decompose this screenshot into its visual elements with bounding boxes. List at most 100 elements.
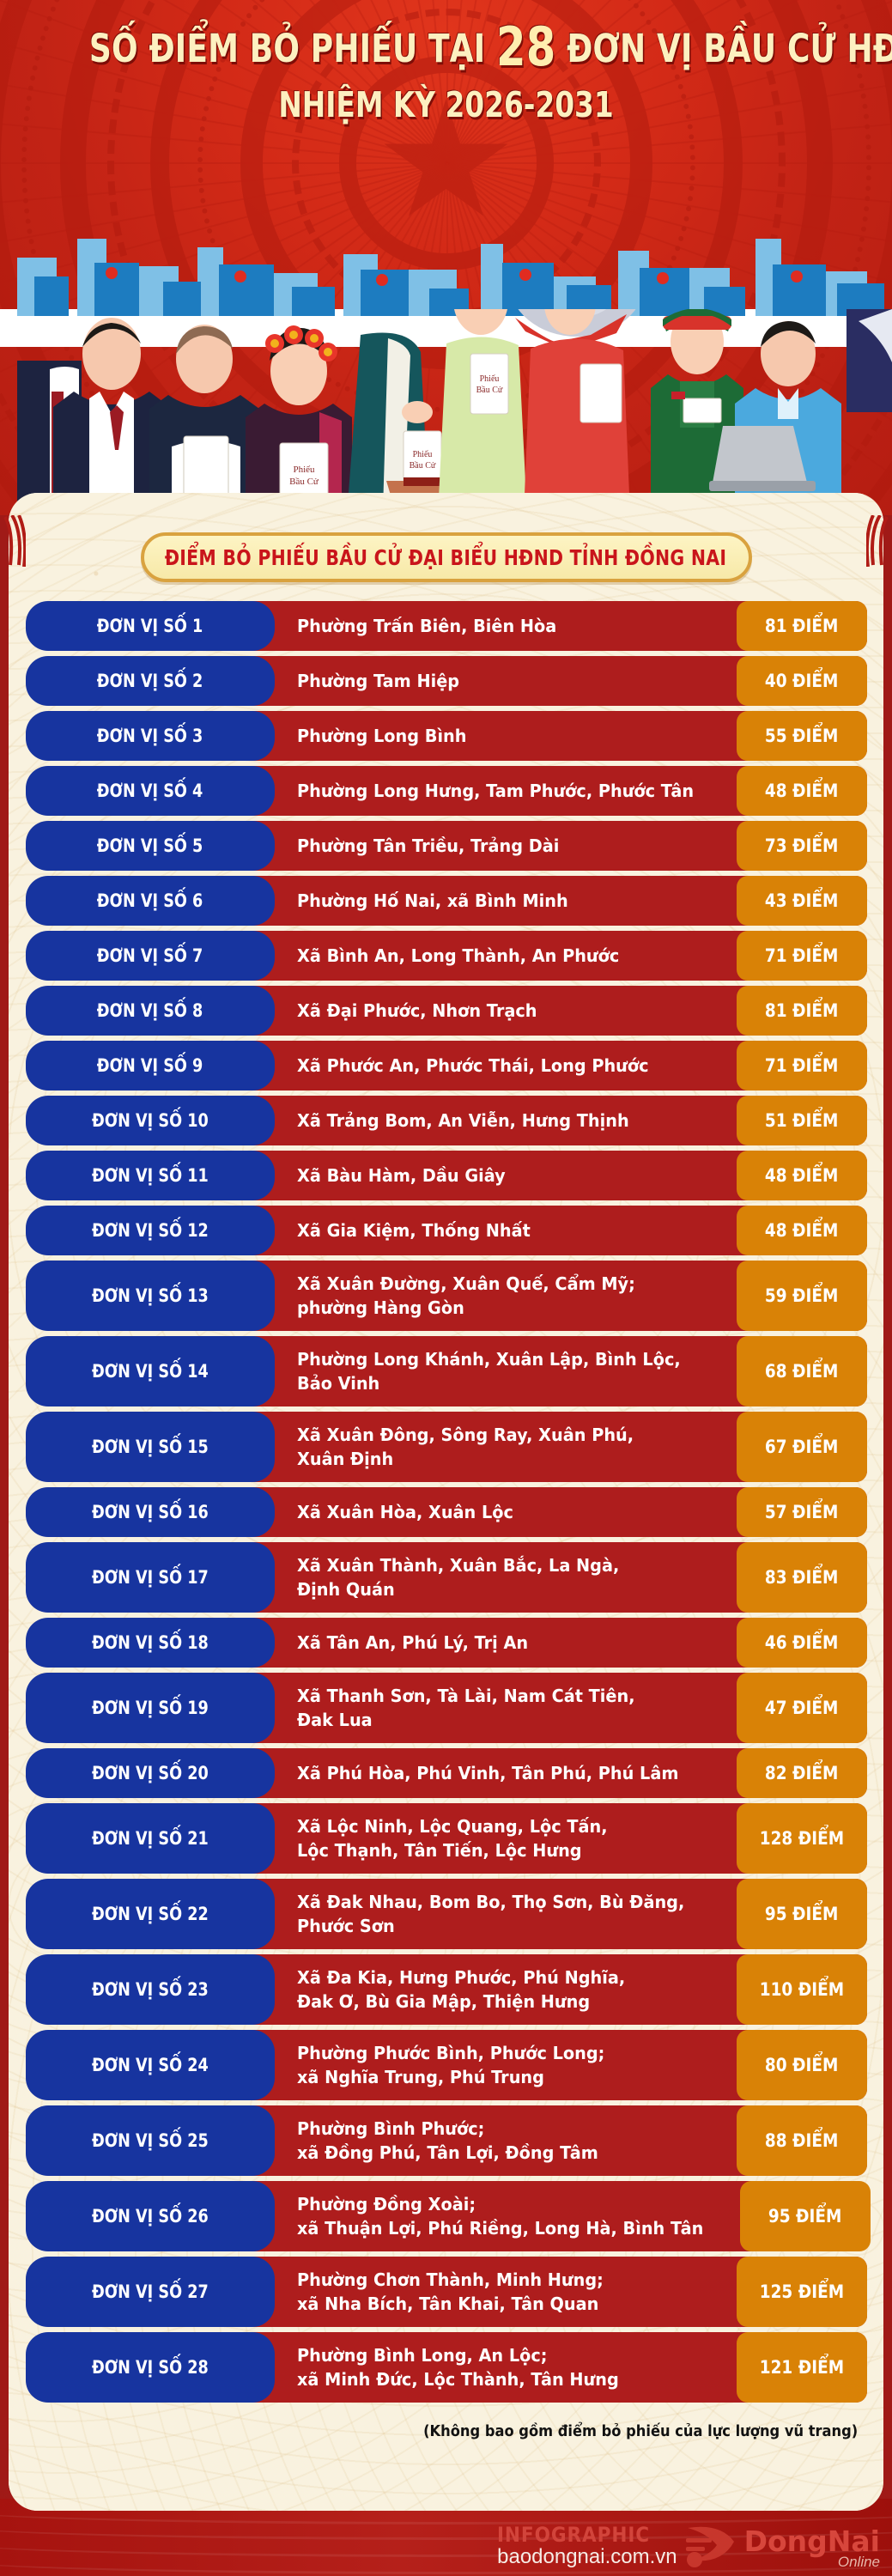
table-row: ĐƠN VỊ SỐ 15 Xã Xuân Đông, Sông Ray, Xuân…: [26, 1412, 867, 1482]
unit-badge[interactable]: ĐƠN VỊ SỐ 8: [26, 986, 275, 1036]
title-number: 28: [496, 15, 556, 78]
unit-description: Phường Bình Long, An Lộc; xã Minh Đức, Lộ…: [275, 2332, 737, 2403]
page-title: SỐ ĐIỂM BỎ PHIẾU TẠI 28 ĐƠN VỊ BẦU CỬ HĐ…: [88, 15, 892, 78]
description-line: Phường Chơn Thành, Minh Hưng;: [297, 2269, 604, 2290]
table-row: ĐƠN VỊ SỐ 18 Xã Tân An, Phú Lý, Trị An 46 …: [26, 1618, 867, 1668]
points-badge: 71 ĐIỂM: [737, 931, 867, 981]
unit-badge[interactable]: ĐƠN VỊ SỐ 27: [26, 2257, 275, 2327]
unit-badge[interactable]: ĐƠN VỊ SỐ 24: [26, 2030, 275, 2100]
points-badge: 47 ĐIỂM: [737, 1673, 867, 1743]
points-value: 83 ĐIỂM: [765, 1567, 839, 1588]
title-block: SỐ ĐIỂM BỎ PHIẾU TẠI 28 ĐƠN VỊ BẦU CỬ HĐ…: [0, 15, 892, 125]
points-value: 88 ĐIỂM: [765, 2130, 839, 2151]
points-value: 73 ĐIỂM: [765, 835, 839, 856]
unit-badge[interactable]: ĐƠN VỊ SỐ 1: [26, 601, 275, 651]
unit-badge[interactable]: ĐƠN VỊ SỐ 18: [26, 1618, 275, 1668]
points-value: 40 ĐIỂM: [765, 671, 839, 691]
unit-badge[interactable]: ĐƠN VỊ SỐ 10: [26, 1096, 275, 1145]
unit-label: ĐƠN VỊ SỐ 2: [97, 671, 203, 691]
unit-badge[interactable]: ĐƠN VỊ SỐ 17: [26, 1542, 275, 1613]
description-line: Phường Long Bình: [297, 725, 467, 746]
unit-badge[interactable]: ĐƠN VỊ SỐ 26: [26, 2181, 275, 2251]
unit-badge[interactable]: ĐƠN VỊ SỐ 9: [26, 1041, 275, 1091]
table-row: ĐƠN VỊ SỐ 24 Phường Phước Bình, Phước Lon…: [26, 2030, 867, 2100]
svg-text:Bầu Cử: Bầu Cử: [410, 461, 436, 471]
brand-name: DongNai: [743, 2524, 880, 2558]
unit-description: Xã Bàu Hàm, Dầu Giây: [275, 1151, 737, 1200]
unit-description: Phường Tam Hiệp: [275, 656, 737, 706]
unit-badge[interactable]: ĐƠN VỊ SỐ 21: [26, 1803, 275, 1874]
unit-label: ĐƠN VỊ SỐ 23: [92, 1979, 209, 2000]
unit-description: Xã Thanh Sơn, Tà Lài, Nam Cát Tiên, Đak L…: [275, 1673, 737, 1743]
description-line: Xã Bàu Hàm, Dầu Giây: [297, 1164, 506, 1186]
table-row: ĐƠN VỊ SỐ 17 Xã Xuân Thành, Xuân Bắc, La …: [26, 1542, 867, 1613]
table-row: ĐƠN VỊ SỐ 28 Phường Bình Long, An Lộc; xã …: [26, 2332, 867, 2403]
unit-badge[interactable]: ĐƠN VỊ SỐ 19: [26, 1673, 275, 1743]
unit-badge[interactable]: ĐƠN VỊ SỐ 6: [26, 876, 275, 926]
unit-description: Phường Bình Phước; xã Đồng Phú, Tân Lợi, …: [275, 2105, 737, 2176]
table-row: ĐƠN VỊ SỐ 22 Xã Đak Nhau, Bom Bo, Thọ Sơn…: [26, 1879, 867, 1949]
points-value: 71 ĐIỂM: [765, 945, 839, 966]
unit-badge[interactable]: ĐƠN VỊ SỐ 2: [26, 656, 275, 706]
description-line: phường Hàng Gòn: [297, 1297, 464, 1318]
unit-badge[interactable]: ĐƠN VỊ SỐ 5: [26, 821, 275, 871]
brand-subtitle: Online: [837, 2554, 880, 2570]
site-url[interactable]: baodongnai.com.vn: [497, 2545, 677, 2569]
points-value: 128 ĐIỂM: [759, 1828, 845, 1849]
unit-label: ĐƠN VỊ SỐ 17: [92, 1567, 209, 1588]
description-line: Xã Lộc Ninh, Lộc Quang, Lộc Tấn,: [297, 1815, 608, 1837]
points-value: 95 ĐIỂM: [768, 2206, 842, 2227]
unit-badge[interactable]: ĐƠN VỊ SỐ 15: [26, 1412, 275, 1482]
unit-badge[interactable]: ĐƠN VỊ SỐ 23: [26, 1954, 275, 2025]
unit-description: Phường Trấn Biên, Biên Hòa: [275, 601, 737, 651]
unit-badge[interactable]: ĐƠN VỊ SỐ 3: [26, 711, 275, 761]
description-line: xã Thuận Lợi, Phú Riềng, Long Hà, Bình T…: [297, 2218, 704, 2239]
points-badge: 128 ĐIỂM: [737, 1803, 867, 1874]
unit-label: ĐƠN VỊ SỐ 1: [97, 616, 203, 636]
unit-badge[interactable]: ĐƠN VỊ SỐ 25: [26, 2105, 275, 2176]
description-line: Phường Long Khánh, Xuân Lập, Bình Lộc,: [297, 1348, 681, 1370]
unit-label: ĐƠN VỊ SỐ 21: [92, 1828, 209, 1849]
unit-description: Phường Long Khánh, Xuân Lập, Bình Lộc, Bả…: [275, 1336, 737, 1406]
unit-label: ĐƠN VỊ SỐ 24: [92, 2055, 209, 2075]
unit-badge[interactable]: ĐƠN VỊ SỐ 7: [26, 931, 275, 981]
unit-description: Xã Tân An, Phú Lý, Trị An: [275, 1618, 737, 1668]
unit-label: ĐƠN VỊ SỐ 15: [92, 1437, 209, 1457]
description-line: Phường Hố Nai, xã Bình Minh: [297, 890, 568, 911]
unit-badge[interactable]: ĐƠN VỊ SỐ 12: [26, 1206, 275, 1255]
title-pre: SỐ ĐIỂM BỎ PHIẾU TẠI: [88, 26, 486, 71]
points-value: 43 ĐIỂM: [765, 890, 839, 911]
unit-badge[interactable]: ĐƠN VỊ SỐ 16: [26, 1487, 275, 1537]
table-row: ĐƠN VỊ SỐ 11 Xã Bàu Hàm, Dầu Giây 48 ĐIỂM: [26, 1151, 867, 1200]
points-value: 81 ĐIỂM: [765, 1000, 839, 1021]
points-value: 95 ĐIỂM: [765, 1904, 839, 1924]
unit-badge[interactable]: ĐƠN VỊ SỐ 13: [26, 1261, 275, 1331]
points-badge: 43 ĐIỂM: [737, 876, 867, 926]
table-row: ĐƠN VỊ SỐ 26 Phường Đồng Xoài; xã Thuận Lợ…: [26, 2181, 871, 2251]
points-value: 67 ĐIỂM: [765, 1437, 839, 1457]
unit-label: ĐƠN VỊ SỐ 11: [92, 1165, 209, 1186]
description-line: Phường Đồng Xoài;: [297, 2193, 476, 2215]
table-row: ĐƠN VỊ SỐ 21 Xã Lộc Ninh, Lộc Quang, Lộc …: [26, 1803, 867, 1874]
unit-label: ĐƠN VỊ SỐ 10: [92, 1110, 209, 1131]
flourish-right-icon: [866, 515, 889, 567]
points-badge: 95 ĐIỂM: [739, 2181, 871, 2251]
description-line: xã Nha Bích, Tân Khai, Tân Quan: [297, 2293, 599, 2314]
voters-illustration: Phiếu Bầu Cử Phiếu Bầu Cử Phiếu: [17, 309, 892, 515]
points-badge: 125 ĐIỂM: [737, 2257, 867, 2327]
points-badge: 59 ĐIỂM: [737, 1261, 867, 1331]
svg-text:Phiếu: Phiếu: [293, 465, 315, 475]
unit-description: Phường Hố Nai, xã Bình Minh: [275, 876, 737, 926]
points-value: 48 ĐIỂM: [765, 1165, 839, 1186]
unit-badge[interactable]: ĐƠN VỊ SỐ 4: [26, 766, 275, 816]
points-badge: 48 ĐIỂM: [737, 1151, 867, 1200]
unit-badge[interactable]: ĐƠN VỊ SỐ 28: [26, 2332, 275, 2403]
unit-label: ĐƠN VỊ SỐ 19: [92, 1698, 209, 1718]
description-line: xã Nghĩa Trung, Phú Trung: [297, 2067, 544, 2087]
unit-badge[interactable]: ĐƠN VỊ SỐ 22: [26, 1879, 275, 1949]
points-value: 48 ĐIỂM: [765, 1220, 839, 1241]
unit-badge[interactable]: ĐƠN VỊ SỐ 11: [26, 1151, 275, 1200]
unit-badge[interactable]: ĐƠN VỊ SỐ 20: [26, 1748, 275, 1798]
footer-brand: INFOGRAPHIC baodongnai.com.vn DongNai On…: [497, 2519, 880, 2569]
unit-badge[interactable]: ĐƠN VỊ SỐ 14: [26, 1336, 275, 1406]
